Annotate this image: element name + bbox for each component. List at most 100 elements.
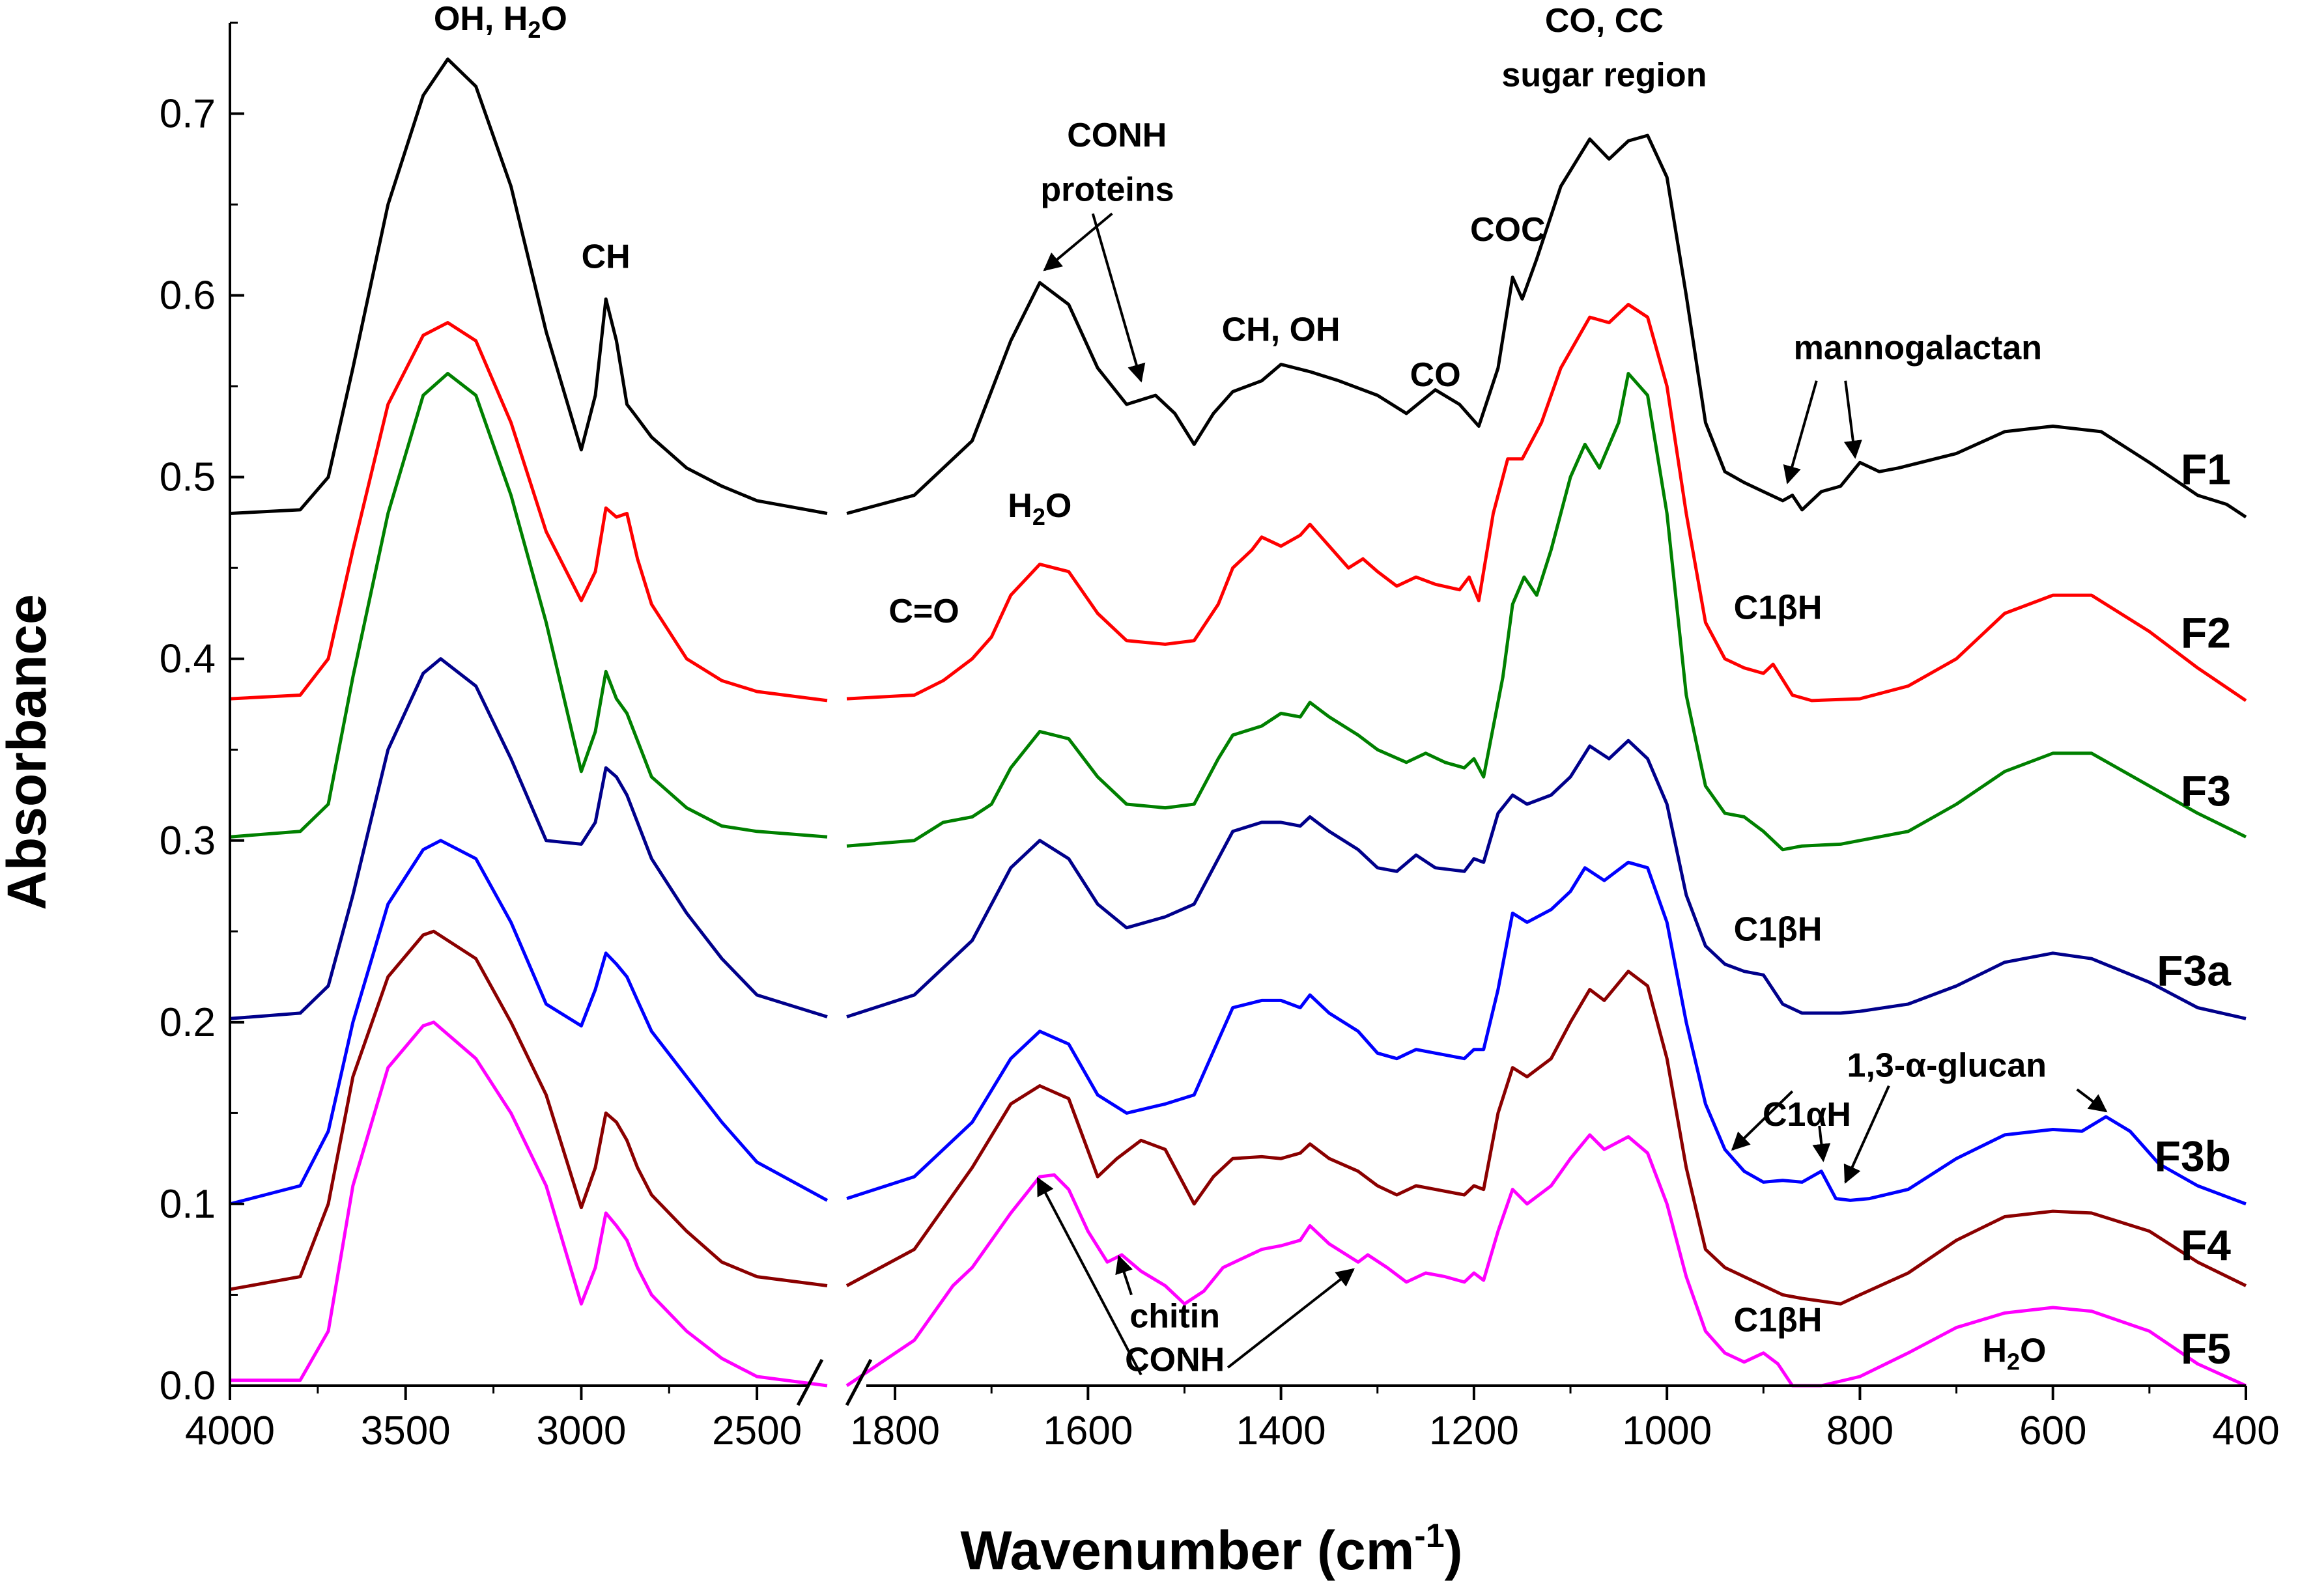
y-tick-label: 0.0	[160, 1364, 216, 1408]
annotation-text: H	[1008, 487, 1032, 525]
series-f3a-line-2	[846, 738, 2247, 1020]
annotation-arrow	[1812, 1125, 1831, 1162]
peak-annotation: CONH	[1067, 117, 1167, 154]
series-f3b-line-1	[229, 839, 829, 1206]
peak-annotation: H2O	[1008, 487, 1071, 530]
peak-annotation: CONH	[1125, 1341, 1225, 1379]
x-tick-label: 3000	[536, 1408, 626, 1453]
annotation-text: CONH	[1125, 1341, 1225, 1379]
annotation-arrow	[1036, 1177, 1142, 1376]
annotation-text: C1βH	[1734, 589, 1823, 626]
series-f1-line-1	[229, 57, 828, 515]
annotation-arrow	[1115, 1255, 1133, 1296]
peak-annotation: proteins	[1040, 171, 1174, 208]
annotation-text: mannogalactan	[1794, 329, 2042, 367]
annotation-arrow	[1227, 1268, 1355, 1369]
y-tick-label: 0.6	[160, 273, 216, 318]
y-tick-label: 0.2	[160, 1000, 216, 1045]
annotation-text: H	[1982, 1332, 2007, 1370]
series-label-f5: F5	[2181, 1324, 2231, 1373]
x-tick-label: 800	[1826, 1408, 1894, 1453]
annotation-text-tail: O	[541, 0, 567, 38]
x-tick-label: 1000	[1622, 1408, 1712, 1453]
annotation-subscript: 2	[1032, 503, 1045, 530]
series-f4-line-1	[229, 929, 828, 1291]
series-label-f1: F1	[2181, 445, 2231, 494]
annotation-arrow	[1043, 212, 1113, 272]
x-tick-label: 1200	[1429, 1408, 1519, 1453]
series-f2-line-2	[846, 303, 2247, 703]
x-tick-label: 400	[2212, 1408, 2279, 1453]
peak-annotation: H2O	[1982, 1332, 2046, 1375]
series-label-f4: F4	[2181, 1221, 2231, 1269]
axes: 0.0 0.1 0.2 0.3 0.4 0.5 0.6 0.7 4000 3500 3000 2500…	[160, 21, 2280, 1453]
peak-annotation: chitin	[1129, 1298, 1220, 1336]
annotation-arrow	[1731, 1090, 1794, 1151]
peak-annotation: sugar region	[1501, 57, 1707, 94]
series-label-f3b: F3b	[2155, 1132, 2231, 1180]
y-tick-label: 0.5	[160, 455, 216, 500]
axis-break-mark-2	[845, 1358, 873, 1407]
annotation-text: C1βH	[1734, 910, 1823, 948]
series-label-f3a: F3a	[2157, 947, 2232, 995]
x-tick-label: 4000	[185, 1408, 275, 1453]
annotation-text: CH, OH	[1222, 311, 1340, 348]
peak-annotation: C1βH	[1734, 1301, 1823, 1339]
annotation-text-tail: O	[1045, 487, 1071, 525]
peak-annotation: CH	[582, 238, 631, 276]
annotation-text: OH, H	[434, 0, 528, 38]
peak-annotation: C=O	[888, 593, 959, 630]
annotation-text: COC	[1470, 211, 1546, 249]
x-axis-title: Wavenumber (cm-1)	[960, 1517, 1462, 1581]
series-f5-line-1	[230, 1020, 828, 1388]
peak-annotation: COC	[1470, 211, 1546, 249]
series-f1-line-2	[846, 133, 2247, 519]
x-tick-label: 1800	[850, 1408, 940, 1453]
y-tick-label: 0.4	[160, 637, 216, 682]
y-axis-title: Absorbance	[0, 594, 57, 910]
peak-annotation: OH, H2O	[434, 0, 567, 43]
series-f3b-line-2	[846, 860, 2247, 1206]
series-f3-line-2	[846, 372, 2247, 852]
annotation-arrow	[1843, 1085, 1890, 1184]
series-f4-line-2	[845, 970, 2247, 1306]
annotation-text: CO, CC	[1545, 2, 1664, 40]
annotation-arrow	[2076, 1088, 2108, 1113]
annotation-arrow	[1783, 380, 1818, 484]
annotation-arrow	[1843, 380, 1862, 459]
annotation-text: CH	[582, 238, 631, 276]
annotation-text: sugar region	[1501, 57, 1707, 94]
annotation-text: C1βH	[1734, 1301, 1823, 1339]
annotation-text: C=O	[888, 593, 959, 630]
annotation-text: 1,3-α-glucan	[1847, 1047, 2047, 1085]
x-tick-label: 600	[2019, 1408, 2086, 1453]
series-f3a-line-1	[229, 657, 828, 1020]
series-f2-line-1	[229, 321, 828, 703]
series-label-f2: F2	[2181, 609, 2231, 657]
annotation-arrow	[1091, 213, 1146, 383]
x-tick-label: 1600	[1043, 1408, 1133, 1453]
x-tick-label: 2500	[712, 1408, 802, 1453]
peak-annotation: CO, CC	[1545, 2, 1664, 40]
peak-annotation: CO	[1410, 356, 1461, 394]
series-label-f3: F3	[2181, 766, 2231, 815]
y-tick-label: 0.7	[160, 92, 216, 137]
peak-annotation: CH, OH	[1222, 311, 1340, 348]
y-tick-label: 0.3	[160, 819, 216, 863]
annotation-text: C1αH	[1763, 1096, 1851, 1134]
annotation-text-tail: O	[2020, 1332, 2046, 1370]
series-f3-line-1	[229, 372, 828, 839]
axis-break-mark-1	[796, 1358, 824, 1407]
x-tick-label: 1400	[1236, 1408, 1326, 1453]
y-tick-label: 0.1	[160, 1182, 216, 1227]
peak-annotation: C1βH	[1734, 589, 1823, 626]
annotation-text: proteins	[1040, 171, 1174, 208]
annotation-subscript: 2	[528, 16, 541, 43]
x-tick-label: 3500	[361, 1408, 451, 1453]
peak-annotation: 1,3-α-glucan	[1847, 1047, 2047, 1085]
plot-area	[229, 57, 2247, 1388]
peak-annotation: C1βH	[1734, 910, 1823, 948]
annotation-text: CONH	[1067, 117, 1167, 154]
